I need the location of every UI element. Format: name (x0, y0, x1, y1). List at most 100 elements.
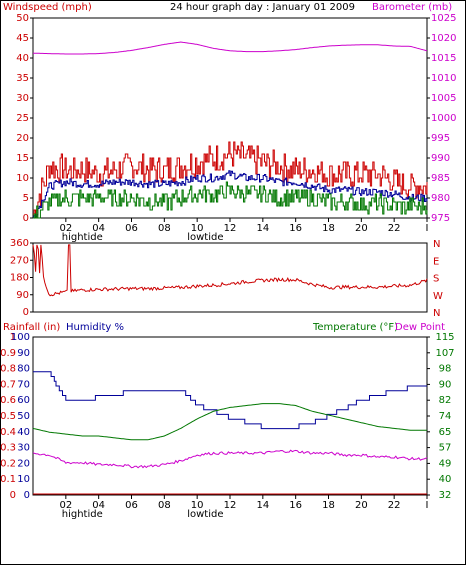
wind-panel-ticks: 0510152025303540455097598098599099510001… (16, 13, 456, 243)
rainfall-y-tick-label: 0.7 (0, 379, 16, 390)
wind-y-tick-label: 10 (16, 173, 29, 184)
barometer-axis-label: Barometer (mb) (372, 2, 452, 13)
temperature-axis-label: Temperature (°F) (312, 322, 398, 333)
barometer-y-tick-label: 990 (431, 153, 450, 164)
temperature-y-tick-label: 74 (439, 411, 452, 422)
wind-x-tick-label: 02 (59, 223, 72, 234)
humidity-line (33, 371, 427, 430)
wind-x-tick-label: 04 (92, 223, 105, 234)
climate-lowtide-label: lowtide (187, 509, 223, 520)
direction-y-tick-label: 0 (23, 307, 29, 318)
temperature-y-tick-label: 107 (435, 348, 454, 359)
climate-x-tick-label: 12 (224, 500, 237, 511)
humidity-y-tick-label: 10 (17, 474, 30, 485)
rainfall-y-tick-label: 0.2 (0, 458, 16, 469)
humidity-y-tick-label: 90 (17, 348, 30, 359)
humidity-y-tick-label: 50 (17, 411, 30, 422)
compass-label: E (433, 256, 439, 267)
climate-x-tick-label: 16 (289, 500, 302, 511)
humidity-axis-label: Humidity % (66, 322, 124, 333)
climate-x-tick-label: 18 (322, 500, 335, 511)
wind-avg-line (33, 170, 428, 218)
climate-x-tick-label: 04 (92, 500, 105, 511)
humidity-y-tick-label: 70 (17, 379, 30, 390)
wind-y-tick-label: 30 (16, 93, 29, 104)
wind-x-tick-label: 06 (125, 223, 138, 234)
temperature-y-tick-label: 115 (435, 332, 454, 343)
climate-panel: 0 0 320.1 10 400.2 20 490.3 30 570.4 40 650.5 50 740… (0, 332, 454, 520)
humidity-y-tick-label: 40 (17, 427, 30, 438)
wind-y-tick-label: 20 (16, 133, 29, 144)
rainfall-y-tick-label: 0.8 (0, 364, 16, 375)
direction-y-tick-label: 360 (10, 238, 29, 249)
wind-x-tick-label: 12 (224, 223, 237, 234)
rainfall-y-tick-label: 1 (10, 332, 16, 343)
direction-y-tick-label: 180 (10, 273, 29, 284)
compass-label: W (433, 291, 443, 302)
rainfall-y-tick-label: 0.6 (0, 395, 16, 406)
wind-gust-line (33, 141, 428, 219)
barometer-line (33, 41, 428, 55)
temperature-y-tick-label: 49 (439, 458, 452, 469)
wind-x-tick-label: 16 (289, 223, 302, 234)
wind-x-tick-label: 18 (322, 223, 335, 234)
temperature-y-tick-label: 32 (439, 490, 452, 501)
dewpoint-axis-label: Dew Point (395, 322, 445, 333)
humidity-y-tick-label: 60 (17, 395, 30, 406)
wind-y-tick-label: 40 (16, 53, 29, 64)
humidity-y-tick-label: 100 (11, 332, 30, 343)
rainfall-y-tick-label: 0.3 (0, 443, 16, 454)
barometer-y-tick-label: 975 (431, 213, 450, 224)
rainfall-axis-label: Rainfall (in) (3, 322, 60, 333)
temperature-y-tick-label: 65 (439, 427, 452, 438)
wind-x-tick-label: 08 (158, 223, 171, 234)
wind-direction-line (32, 244, 428, 297)
rainfall-y-tick-label: 0.1 (0, 474, 16, 485)
barometer-y-tick-label: 995 (431, 133, 450, 144)
barometer-y-tick-label: 1005 (431, 93, 456, 104)
wind-x-tick-label: 20 (355, 223, 368, 234)
rainfall-y-tick-label: 0.5 (0, 411, 16, 422)
climate-x-tick-label: 20 (355, 500, 368, 511)
humidity-y-tick-label: 80 (17, 364, 30, 375)
barometer-y-tick-label: 1020 (431, 33, 456, 44)
temperature-y-tick-label: 40 (439, 474, 452, 485)
rainfall-y-tick-label: 0.4 (0, 427, 16, 438)
temperature-y-tick-label: 82 (439, 395, 452, 406)
humidity-y-tick-label: 30 (17, 443, 30, 454)
temperature-y-tick-label: 98 (439, 364, 452, 375)
wind-y-tick-label: 35 (16, 73, 29, 84)
barometer-y-tick-label: 1015 (431, 53, 456, 64)
rainfall-y-tick-label: 0.9 (0, 348, 16, 359)
wind-lowtide-label: lowtide (187, 232, 223, 243)
wind-y-tick-label: 5 (23, 193, 29, 204)
barometer-y-tick-label: 980 (431, 193, 450, 204)
wind-x-tick-label: 22 (388, 223, 401, 234)
wind-y-tick-label: 45 (16, 33, 29, 44)
climate-x-tick-label: 14 (256, 500, 269, 511)
graph-title: 24 hour graph day : January 01 2009 (170, 2, 355, 13)
wind-panel-frame (32, 17, 428, 219)
climate-panel-frame (32, 336, 428, 496)
barometer-y-tick-label: 1025 (431, 13, 456, 24)
wind-y-tick-label: 0 (23, 213, 29, 224)
wind-y-tick-label: 15 (16, 153, 29, 164)
wind-x-tick-label: I (426, 223, 429, 234)
wind-y-tick-label: 25 (16, 113, 29, 124)
wind-axis-label: Windspeed (mph) (3, 2, 92, 13)
compass-label: S (433, 274, 439, 285)
dewpoint-line (32, 449, 428, 469)
climate-x-tick-label: 06 (125, 500, 138, 511)
compass-label: N (433, 239, 440, 250)
temperature-line (32, 403, 427, 441)
humidity-y-tick-label: 0 (24, 490, 30, 501)
barometer-y-tick-label: 985 (431, 173, 450, 184)
wind-x-tick-label: 14 (256, 223, 269, 234)
wind-series-group (33, 141, 428, 219)
barometer-y-tick-label: 1010 (431, 73, 456, 84)
compass-label: N (433, 308, 440, 319)
climate-hightide-label: hightide (62, 509, 103, 520)
